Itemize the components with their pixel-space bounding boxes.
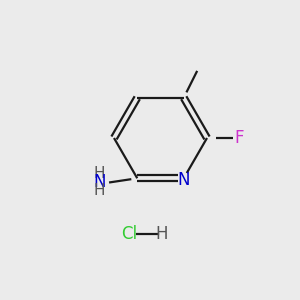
Text: H: H	[94, 166, 105, 181]
Text: H: H	[94, 183, 105, 198]
Text: N: N	[93, 173, 106, 191]
Text: Cl: Cl	[121, 225, 137, 243]
Text: F: F	[234, 129, 244, 147]
Text: H: H	[156, 225, 168, 243]
Text: N: N	[178, 171, 190, 189]
